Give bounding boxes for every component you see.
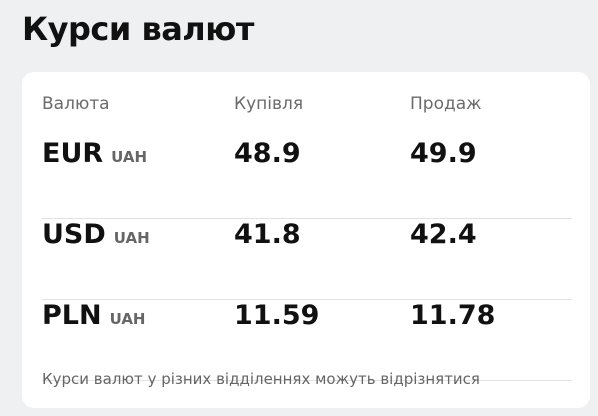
footnote: Курси валют у різних відділеннях можуть … — [42, 370, 480, 388]
rates-card: Валюта Купівля Продаж EUR UAH 48.9 49.9 USD U… — [22, 72, 590, 408]
base-currency: UAH — [113, 229, 150, 247]
buy-rate: 41.8 — [234, 219, 301, 250]
sell-rate: 49.9 — [410, 138, 477, 169]
currency-cell: USD UAH — [42, 219, 150, 250]
column-header: Валюта — [42, 94, 110, 114]
rate-row: USD UAH 41.8 42.4 — [42, 219, 572, 300]
buy-rate: 48.9 — [234, 138, 301, 169]
currency-code: EUR — [42, 138, 104, 169]
sell-rate: 42.4 — [410, 219, 477, 250]
buy-rate: 11.59 — [234, 300, 320, 331]
rate-row: PLN UAH 11.59 11.78 — [42, 300, 572, 381]
base-currency: UAH — [111, 148, 148, 166]
currency-cell: EUR UAH — [42, 138, 147, 169]
currency-code: USD — [42, 219, 106, 250]
column-header: Продаж — [410, 94, 482, 114]
base-currency: UAH — [109, 310, 146, 328]
title: Курси валют — [22, 10, 254, 48]
column-header: Купівля — [234, 94, 304, 114]
currency-cell: PLN UAH — [42, 300, 145, 331]
sell-rate: 11.78 — [410, 300, 496, 331]
rate-row: EUR UAH 48.9 49.9 — [42, 138, 572, 219]
currency-code: PLN — [42, 300, 102, 331]
